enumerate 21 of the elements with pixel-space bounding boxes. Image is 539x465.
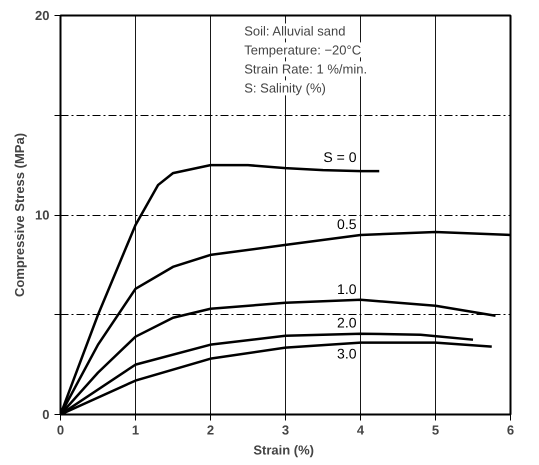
x-tick-label: 1 [132,422,140,438]
x-tick-label: 3 [282,422,290,438]
x-tick-label: 5 [432,422,440,438]
x-tick-label: 0 [56,422,64,438]
y-axis-title: Compressive Stress (MPa) [12,132,28,298]
series-label: 3.0 [337,346,357,362]
x-tick-label: 2 [206,422,214,438]
x-axis-title: Strain (%) [253,442,314,458]
y-tick-label: 20 [35,8,50,23]
series-label: 1.0 [337,280,357,297]
annotation: Soil: Alluvial sand [244,23,346,38]
x-tick-label: 4 [356,422,365,438]
annotation: Strain Rate: 1 %/min. [244,61,368,76]
series-label: 0.5 [337,216,357,232]
y-tick-label: 0 [42,407,50,422]
series-label: 2.0 [337,314,357,331]
y-tick-label: 10 [35,208,50,222]
annotation: Temperature: −20°C [244,42,362,58]
annotation: S: Salinity (%) [244,80,326,96]
series-label: S = 0 [323,149,357,166]
x-tick-label: 6 [506,422,514,438]
